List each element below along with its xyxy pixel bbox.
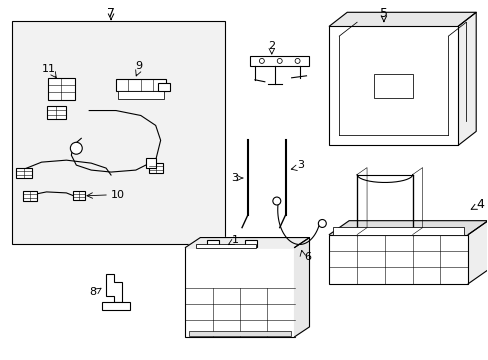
Bar: [185, 247, 294, 337]
Text: 10: 10: [111, 190, 125, 200]
Text: 3: 3: [297, 160, 304, 170]
Circle shape: [277, 58, 282, 63]
Text: 11: 11: [41, 64, 56, 74]
Bar: [333, 227, 463, 235]
Bar: [22, 191, 37, 201]
Text: 5: 5: [379, 7, 387, 20]
Bar: [145, 158, 155, 168]
Circle shape: [318, 220, 325, 228]
Bar: [118, 91, 163, 99]
Bar: [46, 105, 66, 120]
Text: 4: 4: [475, 198, 483, 211]
Polygon shape: [328, 12, 475, 26]
Circle shape: [294, 58, 300, 63]
Bar: [148, 163, 163, 173]
Polygon shape: [328, 221, 487, 235]
Polygon shape: [106, 274, 122, 302]
Bar: [12, 21, 224, 244]
Bar: [245, 239, 257, 247]
Bar: [73, 192, 85, 201]
Polygon shape: [468, 221, 487, 284]
Bar: [16, 168, 32, 178]
Text: 1: 1: [231, 234, 238, 244]
Text: 6: 6: [304, 252, 311, 262]
Bar: [249, 56, 309, 66]
Bar: [47, 78, 75, 100]
Text: 8: 8: [89, 287, 96, 297]
Bar: [116, 79, 165, 91]
Circle shape: [272, 197, 280, 205]
Bar: [374, 74, 412, 98]
Text: 7: 7: [107, 7, 115, 20]
Circle shape: [70, 142, 82, 154]
Polygon shape: [294, 238, 309, 337]
Bar: [102, 302, 130, 310]
Bar: [196, 243, 256, 248]
Bar: [157, 83, 169, 91]
Polygon shape: [457, 12, 475, 145]
Bar: [189, 331, 290, 336]
Text: 2: 2: [268, 41, 275, 51]
Bar: [328, 26, 457, 145]
Text: 3: 3: [230, 173, 238, 183]
Bar: [328, 235, 468, 284]
Circle shape: [259, 58, 264, 63]
Polygon shape: [185, 238, 309, 247]
Bar: [207, 239, 219, 247]
Text: 9: 9: [135, 61, 142, 71]
